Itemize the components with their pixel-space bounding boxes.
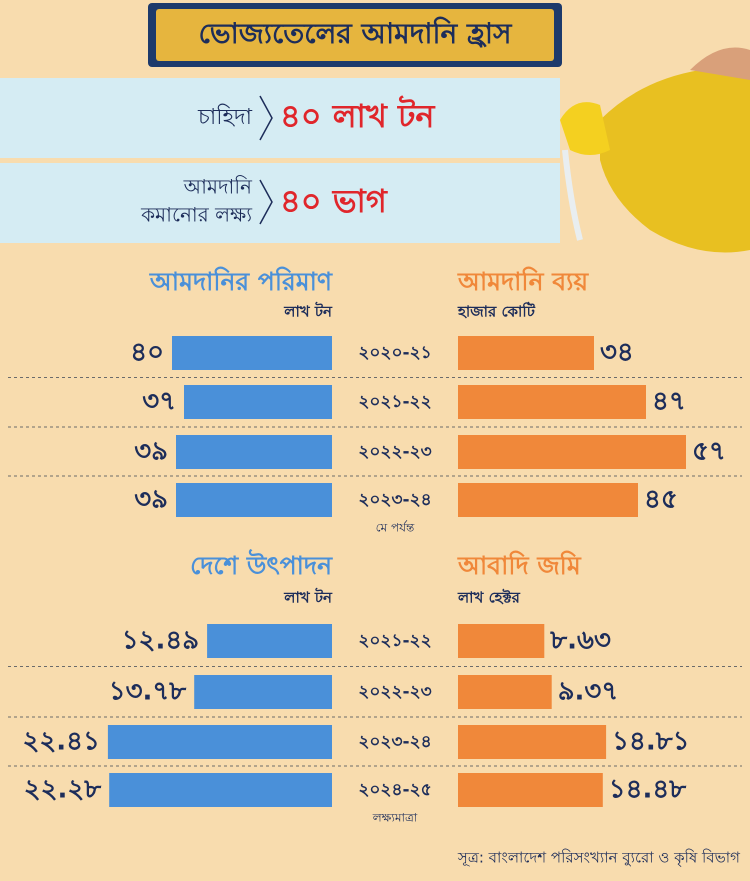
bar xyxy=(458,675,552,709)
unit-label: লাখ টন xyxy=(283,302,333,321)
target-label: কমানোর লক্ষ্য xyxy=(140,203,253,227)
band xyxy=(0,78,560,158)
bar xyxy=(458,336,594,370)
unit-label: লাখ হেক্টর xyxy=(457,589,521,607)
category-label: ২০২০-২১ xyxy=(358,343,431,363)
value-label: ১৪.৮১ xyxy=(612,727,689,757)
value-label: ২২.৪১ xyxy=(22,727,99,757)
bar xyxy=(458,773,603,807)
demand-label: চাহিদা xyxy=(197,104,253,130)
target-value: ৪০ ভাগ xyxy=(280,182,388,220)
category-label: ২০২৪-২৫ xyxy=(358,780,431,800)
category-label: ২০২৩-২৪ xyxy=(358,490,431,510)
series-title: আবাদি জমি xyxy=(457,550,582,580)
category-label: ২০২৩-২৪ xyxy=(358,732,431,752)
unit-label: লাখ টন xyxy=(283,588,333,607)
category-label: ২০২১-২২ xyxy=(358,631,431,651)
value-label: ৩৯ xyxy=(134,437,168,467)
target-label: আমদানি xyxy=(183,175,253,199)
value-label: ৪৫ xyxy=(644,485,678,515)
series-title: দেশে উৎপাদন xyxy=(190,549,333,580)
value-label: ৫৭ xyxy=(692,437,726,467)
value-label: ১৪.৪৮ xyxy=(609,775,687,805)
category-label: ২০২২-২৩ xyxy=(358,442,431,462)
oil-bottle xyxy=(560,47,750,253)
bar xyxy=(184,385,332,419)
value-label: ৩৯ xyxy=(134,485,168,515)
bar xyxy=(172,336,332,370)
chevron xyxy=(259,95,273,141)
category-label: ২০২২-২৩ xyxy=(358,682,431,702)
value-label: ৯.৩৭ xyxy=(558,677,619,707)
source: সূত্র: বাংলাদেশ পরিসংখ্যান ব্যুরো ও কৃষি… xyxy=(457,849,741,868)
unit-label: হাজার কোটি xyxy=(457,302,536,321)
bar xyxy=(109,773,332,807)
category-label: ২০২১-২২ xyxy=(358,392,431,412)
bar xyxy=(194,675,332,709)
bar xyxy=(176,435,332,469)
series-title: আমদানির পরিমাণ xyxy=(149,266,333,296)
series-title: আমদানি ব্যয় xyxy=(457,266,589,296)
bar xyxy=(107,725,333,759)
value-label: ৩৪ xyxy=(600,338,634,368)
chevron xyxy=(259,179,273,225)
value-label: ৪০ xyxy=(130,338,164,368)
bar xyxy=(176,483,332,517)
title-box xyxy=(156,9,554,61)
demand-value: ৪০ লাখ টন xyxy=(280,95,436,135)
value-label: ২২.২৮ xyxy=(24,775,103,805)
title: ভোজ্যতেলের আমদানি হ্রাস xyxy=(198,16,513,50)
value-label: ৩৭ xyxy=(142,387,176,417)
value-label: ৪৭ xyxy=(652,387,686,417)
band xyxy=(0,163,560,243)
value-label: ১৩.৭৮ xyxy=(109,677,188,707)
value-label: ৮.৬৩ xyxy=(549,626,611,656)
category-annotation: মে পর্যন্ত xyxy=(376,521,415,535)
bar xyxy=(458,385,646,419)
bar xyxy=(207,624,332,658)
value-label: ১২.৪৯ xyxy=(122,626,199,656)
bar xyxy=(458,725,607,759)
bar xyxy=(458,483,638,517)
bar xyxy=(458,624,545,658)
category-annotation: লক্ষ্যমাত্রা xyxy=(372,811,418,825)
bar xyxy=(458,435,686,469)
